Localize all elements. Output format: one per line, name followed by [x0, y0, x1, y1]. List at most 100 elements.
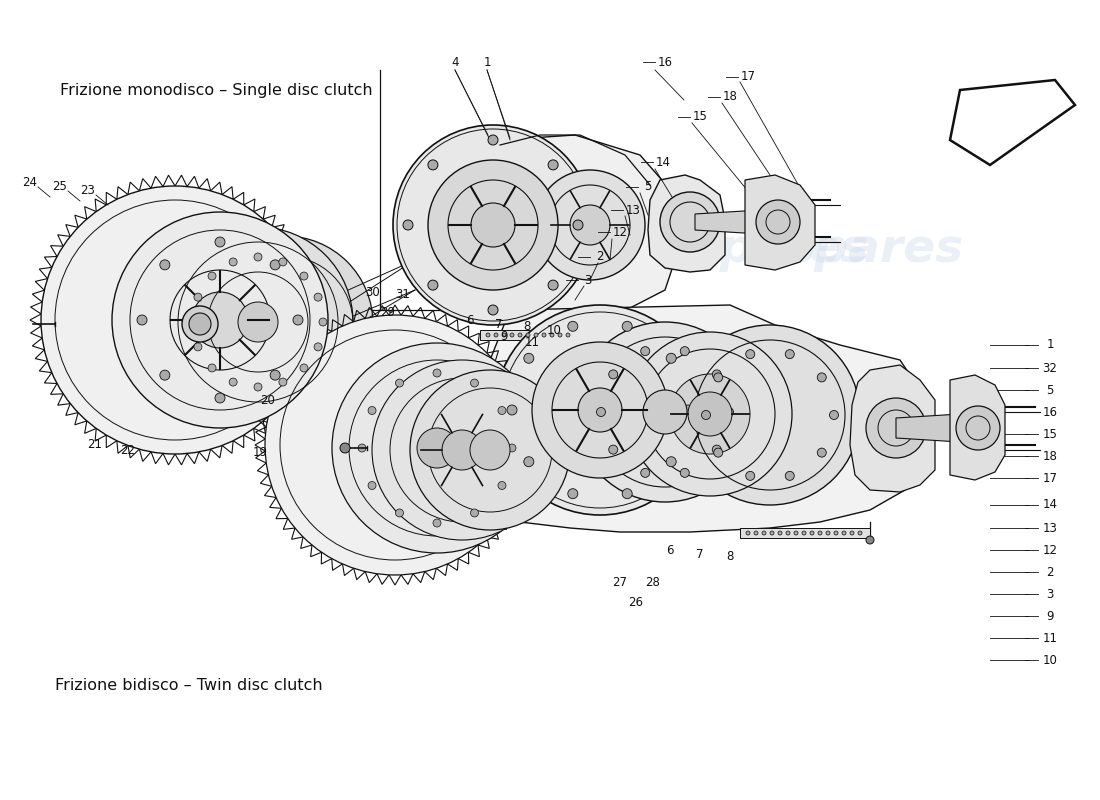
Text: 13: 13 — [626, 203, 640, 217]
Text: 6: 6 — [667, 543, 673, 557]
Circle shape — [756, 200, 800, 244]
Circle shape — [575, 322, 755, 502]
Text: 11: 11 — [525, 335, 539, 349]
Text: 12: 12 — [613, 226, 627, 238]
Circle shape — [667, 354, 676, 363]
Text: 3: 3 — [1046, 587, 1054, 601]
Circle shape — [725, 407, 734, 417]
Circle shape — [138, 315, 147, 325]
Circle shape — [568, 322, 578, 331]
Circle shape — [680, 468, 690, 478]
Circle shape — [189, 313, 211, 335]
Circle shape — [410, 370, 570, 530]
Circle shape — [623, 489, 632, 498]
Text: 16: 16 — [1043, 406, 1057, 418]
Circle shape — [507, 405, 517, 415]
Polygon shape — [950, 375, 1005, 480]
Text: 4: 4 — [451, 55, 459, 69]
Text: 18: 18 — [723, 90, 737, 103]
Circle shape — [254, 383, 262, 391]
Text: 31: 31 — [396, 287, 410, 301]
Text: spares: spares — [337, 378, 514, 422]
Text: 20: 20 — [261, 394, 275, 406]
Circle shape — [502, 333, 506, 337]
Circle shape — [238, 302, 278, 342]
Circle shape — [548, 280, 558, 290]
Circle shape — [526, 333, 530, 337]
Circle shape — [623, 322, 632, 331]
Polygon shape — [648, 175, 725, 272]
Text: 25: 25 — [53, 179, 67, 193]
Text: 3: 3 — [584, 274, 592, 286]
Text: 1: 1 — [1046, 338, 1054, 351]
Circle shape — [271, 260, 281, 270]
Text: 27: 27 — [613, 575, 627, 589]
Circle shape — [640, 468, 650, 478]
Text: Frizione monodisco – Single disc clutch: Frizione monodisco – Single disc clutch — [60, 82, 373, 98]
Text: 32: 32 — [1043, 362, 1057, 374]
Circle shape — [368, 482, 376, 490]
Circle shape — [817, 373, 826, 382]
Circle shape — [524, 354, 534, 363]
Text: 23: 23 — [80, 183, 96, 197]
Circle shape — [279, 378, 287, 386]
Circle shape — [548, 160, 558, 170]
Circle shape — [112, 212, 328, 428]
Circle shape — [826, 531, 830, 535]
Circle shape — [300, 272, 308, 280]
Text: 26: 26 — [628, 595, 643, 609]
Text: 17: 17 — [740, 70, 756, 83]
Circle shape — [532, 342, 668, 478]
Text: 29: 29 — [381, 306, 396, 318]
Circle shape — [850, 531, 854, 535]
Text: 2: 2 — [1046, 566, 1054, 578]
Circle shape — [518, 333, 522, 337]
Circle shape — [396, 379, 404, 387]
Text: 8: 8 — [524, 321, 530, 334]
Circle shape — [433, 519, 441, 527]
Circle shape — [596, 407, 605, 417]
Text: 15: 15 — [1043, 427, 1057, 441]
Text: 7: 7 — [495, 318, 503, 330]
Circle shape — [714, 448, 723, 457]
Circle shape — [433, 369, 441, 377]
Circle shape — [608, 370, 618, 379]
Text: 15: 15 — [693, 110, 707, 123]
Circle shape — [488, 135, 498, 145]
Circle shape — [494, 333, 498, 337]
Circle shape — [608, 445, 618, 454]
Circle shape — [332, 343, 542, 553]
Circle shape — [315, 293, 322, 301]
Text: 22: 22 — [121, 445, 135, 458]
Circle shape — [829, 410, 838, 419]
Circle shape — [785, 471, 794, 480]
Circle shape — [498, 406, 506, 414]
Circle shape — [293, 315, 303, 325]
Text: 9: 9 — [1046, 610, 1054, 622]
Circle shape — [319, 318, 327, 326]
Circle shape — [208, 364, 216, 372]
Text: 18: 18 — [1043, 450, 1057, 462]
Circle shape — [714, 373, 723, 382]
Circle shape — [680, 325, 860, 505]
Text: 14: 14 — [1043, 498, 1057, 511]
Circle shape — [358, 444, 366, 452]
Circle shape — [573, 220, 583, 230]
Circle shape — [508, 444, 516, 452]
Polygon shape — [695, 210, 760, 234]
Text: 1: 1 — [483, 55, 491, 69]
Circle shape — [486, 333, 490, 337]
Text: 28: 28 — [646, 575, 660, 589]
Circle shape — [197, 236, 373, 412]
Circle shape — [254, 253, 262, 261]
Circle shape — [834, 531, 838, 535]
Text: 5: 5 — [645, 181, 651, 194]
Circle shape — [566, 333, 570, 337]
Circle shape — [182, 306, 218, 342]
Text: 12: 12 — [1043, 543, 1057, 557]
Circle shape — [866, 536, 874, 544]
Text: 17: 17 — [1043, 471, 1057, 485]
Circle shape — [762, 531, 766, 535]
Circle shape — [470, 430, 510, 470]
Text: 24: 24 — [22, 175, 37, 189]
